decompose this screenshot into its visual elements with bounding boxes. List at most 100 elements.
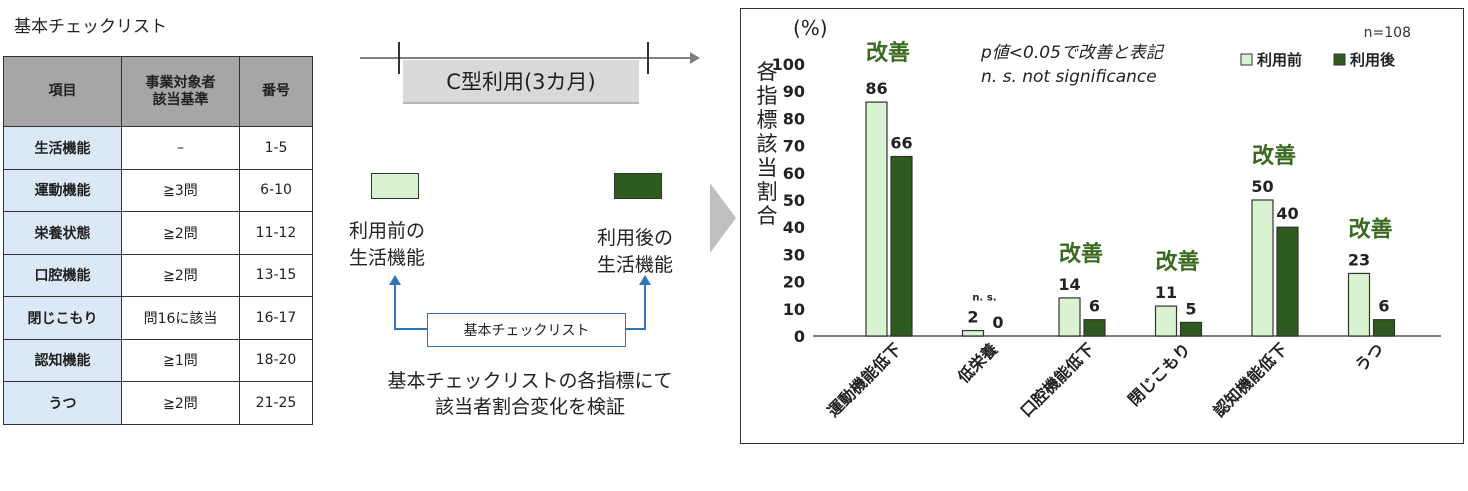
note-ns: n. s. not significance [981,67,1157,87]
y-tick-label: 10 [783,300,805,319]
row-numbers: 6-10 [239,168,313,212]
y-tick-label: 100 [772,55,805,74]
ylabel-char: 該 [757,132,778,156]
table-row: 運動機能 ≧3問 6-10 [3,168,313,212]
table-header-row: 項目 事業対象者 該当基準 番号 [3,56,313,127]
verify-text: 基本チェックリストの各指標にて 該当者割合変化を検証 [380,368,680,420]
after-swatch [614,173,662,199]
header-criterion: 事業対象者 該当基準 [121,56,240,127]
legend-swatch-1 [1333,53,1346,66]
table-row: 認知機能 ≧1問 18-20 [3,338,313,382]
bar-chart: (%) n=108各指標該当割合0102030405060708090100p値<… [757,16,1441,421]
verify-line1: 基本チェックリストの各指標にて [387,370,673,392]
row-criterion: – [121,126,240,170]
annotation-improve: 改善 [866,40,910,66]
checklist-table: 項目 事業対象者 該当基準 番号 生活機能 –1-5 運動機能 ≧3問 6-10 栄養状態 ≧… [3,56,313,425]
table-row: 口腔機能 ≧2問 13-15 [3,253,313,297]
legend-swatch-0 [1240,53,1253,66]
checklist-connector [389,275,651,330]
bar-before [1058,297,1081,337]
data-label: 0 [992,313,1003,332]
data-label: 50 [1251,177,1273,196]
category-label: 低栄養 [953,339,1001,387]
annotation-improve: 改善 [1252,143,1296,169]
note-p: p値<0.05で改善と表記 [980,43,1165,63]
unit-label: (%) [793,16,828,40]
data-label: 14 [1058,275,1080,294]
legend-label-0: 利用前 [1257,51,1302,69]
row-item: うつ [3,381,122,425]
annotation-improve: 改善 [1348,216,1392,242]
ylabel-char: 当 [757,156,778,180]
chart-frame: (%) n=108 各指標該当割合 0 10 20 30 40 50 60 70 80 90 100 p値<… [740,8,1464,444]
bar-after [1083,319,1106,337]
after-label-line1: 利用後の [597,227,674,249]
y-tick-label: 90 [783,82,805,101]
row-numbers: 1-5 [239,126,313,170]
verify-line2: 該当者割合変化を検証 [434,396,625,418]
y-tick-label: 70 [783,137,805,156]
data-label: 6 [1089,297,1100,316]
category-label: 認知機能低下 [1210,339,1291,420]
checklist-box: 基本チェックリスト [427,313,626,347]
row-numbers: 21-25 [239,381,313,425]
timeline-arrow [360,42,700,74]
bar-before [1347,272,1371,337]
header-item: 項目 [3,56,122,127]
row-numbers: 16-17 [239,296,313,340]
bar-after [1372,319,1396,337]
row-criterion: ≧1問 [121,338,240,382]
row-numbers: 18-20 [239,338,313,382]
bar-after [1179,321,1203,337]
y-tick-label: 60 [783,164,805,183]
after-label-line2: 生活機能 [597,254,674,276]
row-criterion: ≧2問 [121,253,240,297]
y-tick-label: 50 [783,191,805,210]
annotation-improve: 改善 [1155,249,1199,275]
header-criterion-label: 事業対象者 該当基準 [145,74,216,108]
bar-after [1276,226,1299,337]
table-row: 栄養状態 ≧2問 11-12 [3,211,313,255]
y-tick-label: 80 [783,109,805,128]
table-row: うつ ≧2問 21-25 [3,381,313,425]
row-criterion: ≧2問 [121,381,240,425]
bar-before [1251,199,1274,337]
row-item: 生活機能 [3,126,122,170]
annotation-ns: n. s. [972,293,996,304]
before-label: 利用前の 生活機能 [349,218,425,272]
n-label: n=108 [1364,25,1411,41]
ylabel-char: 合 [757,204,778,228]
category-label: 口腔機能低下 [1017,339,1098,420]
table-row: 生活機能 –1-5 [3,126,313,170]
data-label: 86 [865,79,887,98]
y-tick-label: 20 [783,273,805,292]
bar-before [865,101,888,337]
ylabel-char: 各 [757,60,778,84]
row-numbers: 11-12 [239,211,313,255]
data-label: 5 [1185,299,1196,318]
row-item: 栄養状態 [3,211,122,255]
category-label: 運動機能低下 [824,339,905,420]
data-label: 23 [1348,250,1370,269]
annotation-improve: 改善 [1059,241,1103,267]
big-arrow-icon [710,183,736,253]
header-number: 番号 [239,56,313,127]
after-label: 利用後の 生活機能 [597,225,673,279]
data-label: 6 [1378,297,1389,316]
bar-before [961,329,985,337]
data-label: 66 [890,133,912,152]
row-criterion: ≧2問 [121,211,240,255]
row-criterion: ≧3問 [121,168,240,212]
before-swatch [371,173,419,199]
before-label-line1: 利用前の [349,220,426,242]
data-label: 11 [1155,283,1177,302]
row-item: 閉じこもり [3,296,122,340]
row-numbers: 13-15 [239,253,313,297]
before-label-line2: 生活機能 [349,247,426,269]
period-label: C型利用(3カ月) [403,60,639,104]
ylabel-char: 標 [757,108,778,132]
category-label: うつ [1351,339,1387,375]
y-tick-label: 0 [794,327,805,346]
table-row: 閉じこもり 問16に該当 16-17 [3,296,313,340]
row-item: 認知機能 [3,338,122,382]
